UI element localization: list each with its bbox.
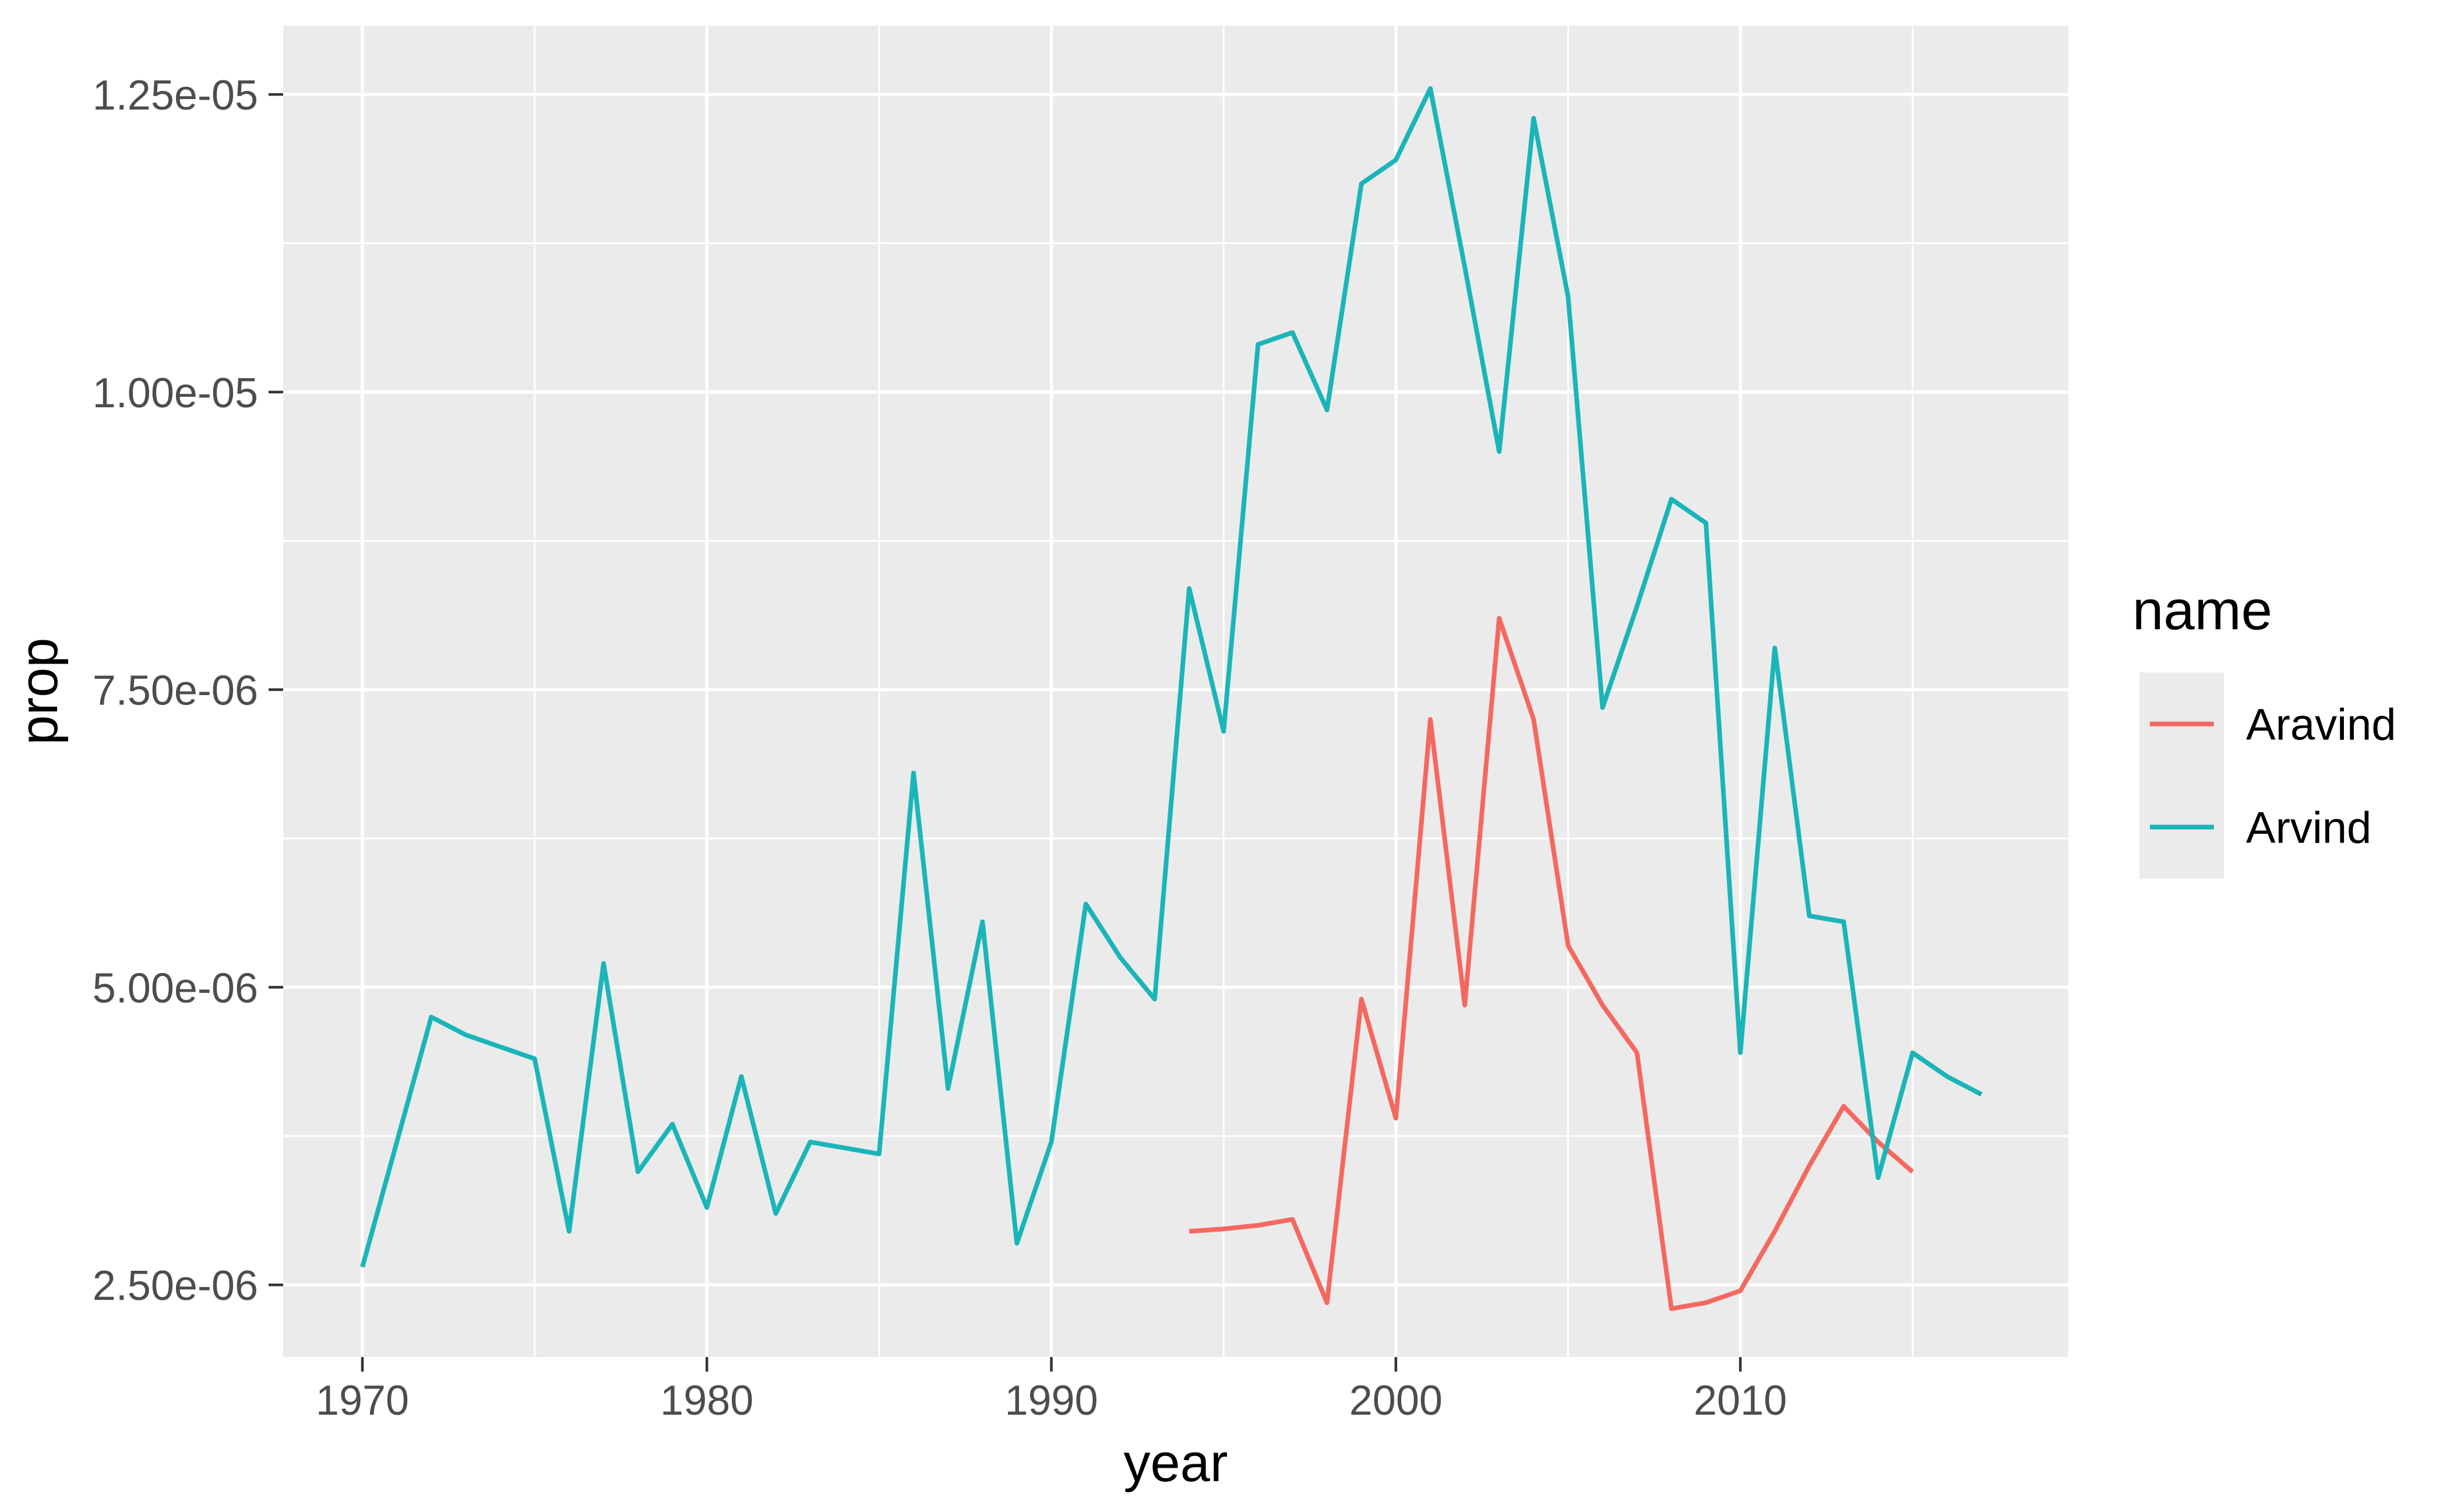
legend-label-aravind: Aravind [2246, 700, 2396, 750]
legend-title: name [2132, 579, 2272, 642]
y-tick-label: 2.50e-06 [93, 1263, 258, 1309]
y-tick-label: 1.25e-05 [93, 72, 258, 119]
y-tick-label: 1.00e-05 [93, 370, 258, 417]
panel-background [283, 26, 2068, 1357]
x-tick-label: 1990 [1004, 1377, 1098, 1424]
x-tick-label: 2010 [1694, 1377, 1787, 1424]
legend: Aravind Arvind [2139, 672, 2396, 879]
y-tick-label: 7.50e-06 [93, 668, 258, 714]
x-tick-label: 2000 [1349, 1377, 1443, 1424]
series-line-arvind [360, 86, 1983, 1268]
x-tick-label: 1970 [316, 1377, 409, 1424]
x-axis-title: year [1124, 1433, 1228, 1493]
series-line-aravind [1189, 616, 1914, 1312]
legend-label-arvind: Arvind [2246, 803, 2371, 853]
y-axis-title: prop [9, 637, 69, 745]
x-tick-label: 1980 [660, 1377, 753, 1424]
y-tick-label: 5.00e-06 [93, 965, 258, 1011]
